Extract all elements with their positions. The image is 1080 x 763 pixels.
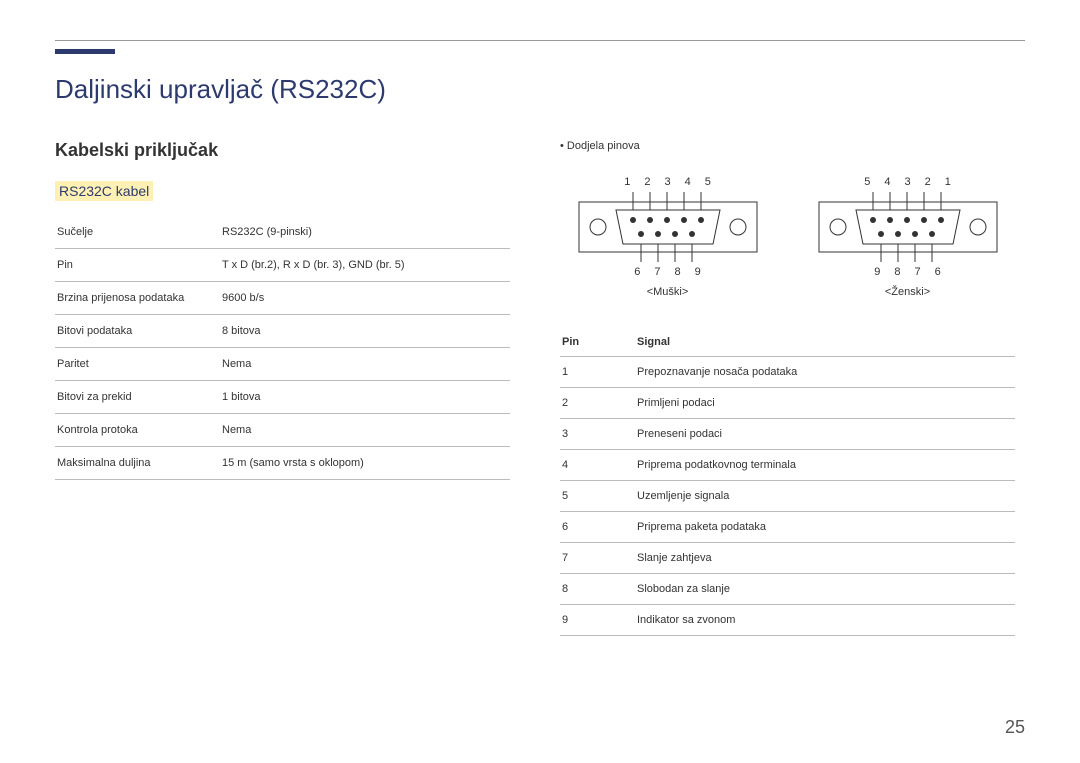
- spec-row: ParitetNema: [55, 348, 510, 381]
- pin-number: 6: [935, 266, 941, 278]
- header-pin: Pin: [560, 328, 635, 357]
- signal-row: 4Priprema podatkovnog terminala: [560, 450, 1015, 481]
- sub-title: RS232C kabel: [55, 181, 153, 201]
- signal-name: Slanje zahtjeva: [635, 543, 1015, 574]
- signal-row: 1Prepoznavanje nosača podataka: [560, 357, 1015, 388]
- signal-name: Primljeni podaci: [635, 388, 1015, 419]
- spec-label: Sučelje: [55, 216, 220, 249]
- pin-number: 1: [945, 176, 951, 188]
- signal-name: Priprema paketa podataka: [635, 512, 1015, 543]
- spec-value: RS232C (9-pinski): [220, 216, 510, 249]
- spec-row: Brzina prijenosa podataka9600 b/s: [55, 282, 510, 315]
- right-column: Dodjela pinova 12345: [560, 140, 1015, 636]
- signal-row: 5Uzemljenje signala: [560, 481, 1015, 512]
- page-title: Daljinski upravljač (RS232C): [55, 74, 1025, 105]
- pinout-label: Dodjela pinova: [560, 140, 1015, 152]
- pin-number: 7: [915, 266, 921, 278]
- signal-pin: 8: [560, 574, 635, 605]
- spec-value: 8 bitova: [220, 315, 510, 348]
- pin-number: 2: [925, 176, 931, 188]
- signal-row: 7Slanje zahtjeva: [560, 543, 1015, 574]
- pin-number: 4: [884, 176, 890, 188]
- spec-label: Bitovi za prekid: [55, 381, 220, 414]
- spec-value: 15 m (samo vrsta s oklopom): [220, 447, 510, 480]
- pin-number: 9: [874, 266, 880, 278]
- signal-pin: 6: [560, 512, 635, 543]
- spec-row: PinT x D (br.2), R x D (br. 3), GND (br.…: [55, 249, 510, 282]
- signal-row: 8Slobodan za slanje: [560, 574, 1015, 605]
- spec-label: Bitovi podataka: [55, 315, 220, 348]
- spec-row: Bitovi podataka8 bitova: [55, 315, 510, 348]
- signal-name: Uzemljenje signala: [635, 481, 1015, 512]
- signal-name: Indikator sa zvonom: [635, 605, 1015, 636]
- spec-label: Paritet: [55, 348, 220, 381]
- spec-label: Kontrola protoka: [55, 414, 220, 447]
- signal-table: Pin Signal 1Prepoznavanje nosača podatak…: [560, 328, 1015, 636]
- header-rule: [55, 40, 1025, 41]
- female-connector-svg: [818, 192, 998, 262]
- pin-number: 7: [654, 266, 660, 278]
- page-number: 25: [1005, 717, 1025, 738]
- male-connector: 1 2 3 4 5 6 7 8 9 <Muški>: [578, 172, 758, 298]
- signal-pin: 7: [560, 543, 635, 574]
- spec-value: T x D (br.2), R x D (br. 3), GND (br. 5): [220, 249, 510, 282]
- spec-label: Brzina prijenosa podataka: [55, 282, 220, 315]
- signal-pin: 2: [560, 388, 635, 419]
- spec-label: Maksimalna duljina: [55, 447, 220, 480]
- spec-label: Pin: [55, 249, 220, 282]
- female-connector: 5 4 3 2 1 9 8 7 6 <Ženski>: [818, 172, 998, 298]
- signal-name: Priprema podatkovnog terminala: [635, 450, 1015, 481]
- spec-row: Bitovi za prekid1 bitova: [55, 381, 510, 414]
- male-label: <Muški>: [578, 286, 758, 298]
- spec-row: Kontrola protokaNema: [55, 414, 510, 447]
- pin-number: 9: [695, 266, 701, 278]
- pin-number: 1: [624, 176, 630, 188]
- signal-row: 3Preneseni podaci: [560, 419, 1015, 450]
- signal-pin: 1: [560, 357, 635, 388]
- spec-table: SučeljeRS232C (9-pinski)PinT x D (br.2),…: [55, 216, 510, 480]
- pin-number: 6: [634, 266, 640, 278]
- pin-number: 3: [904, 176, 910, 188]
- header-signal: Signal: [635, 328, 1015, 357]
- spec-value: 9600 b/s: [220, 282, 510, 315]
- connectors-diagram: 1 2 3 4 5 6 7 8 9 <Muški>: [560, 172, 1015, 298]
- male-connector-svg: [578, 192, 758, 262]
- spec-value: Nema: [220, 348, 510, 381]
- signal-name: Prepoznavanje nosača podataka: [635, 357, 1015, 388]
- signal-pin: 4: [560, 450, 635, 481]
- pin-number: 8: [894, 266, 900, 278]
- spec-row: SučeljeRS232C (9-pinski): [55, 216, 510, 249]
- spec-value: Nema: [220, 414, 510, 447]
- pin-number: 2: [644, 176, 650, 188]
- signal-pin: 9: [560, 605, 635, 636]
- pin-number: 3: [664, 176, 670, 188]
- section-title: Kabelski priključak: [55, 140, 510, 161]
- pin-number: 5: [705, 176, 711, 188]
- accent-bar: [55, 49, 115, 54]
- pin-number: 5: [864, 176, 870, 188]
- signal-name: Slobodan za slanje: [635, 574, 1015, 605]
- pin-number: 8: [675, 266, 681, 278]
- spec-value: 1 bitova: [220, 381, 510, 414]
- signal-name: Preneseni podaci: [635, 419, 1015, 450]
- signal-pin: 5: [560, 481, 635, 512]
- female-label: <Ženski>: [818, 286, 998, 298]
- signal-pin: 3: [560, 419, 635, 450]
- pin-number: 4: [685, 176, 691, 188]
- spec-row: Maksimalna duljina15 m (samo vrsta s okl…: [55, 447, 510, 480]
- signal-row: 9Indikator sa zvonom: [560, 605, 1015, 636]
- signal-row: 6Priprema paketa podataka: [560, 512, 1015, 543]
- signal-row: 2Primljeni podaci: [560, 388, 1015, 419]
- left-column: Kabelski priključak RS232C kabel Sučelje…: [55, 140, 510, 636]
